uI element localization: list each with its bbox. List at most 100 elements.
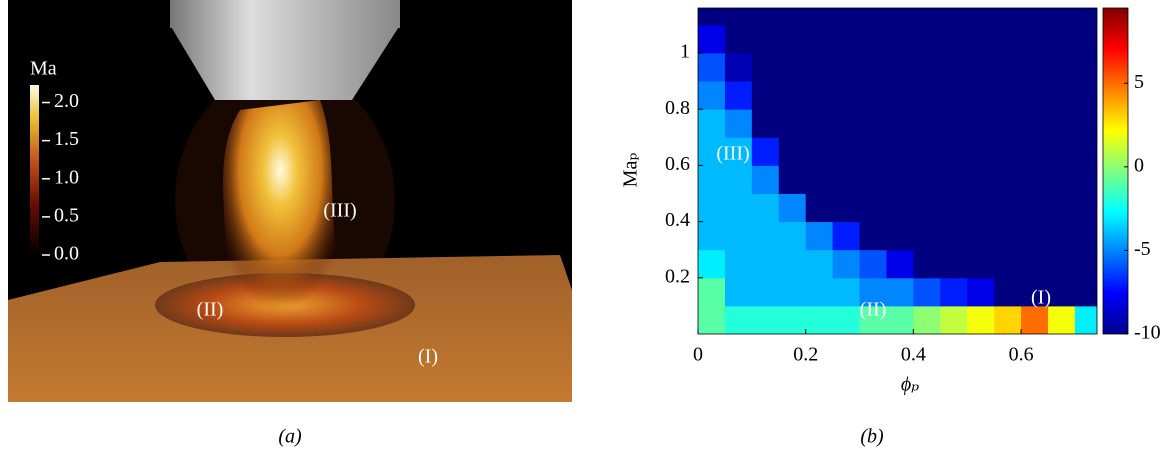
heat-cell	[724, 24, 753, 54]
annotation: (III)	[716, 143, 749, 165]
heat-cell	[913, 8, 941, 26]
heat-cell	[886, 305, 914, 334]
rendered-image	[8, 0, 572, 402]
heat-cell	[832, 277, 861, 307]
heat-cell	[698, 277, 726, 307]
heat-cell	[940, 221, 968, 251]
heat-cell	[1021, 52, 1049, 82]
heat-cell	[913, 193, 941, 223]
heat-cell	[1021, 305, 1049, 334]
heat-cell	[724, 8, 753, 26]
heat-cell	[940, 249, 968, 279]
heat-cell	[751, 81, 780, 110]
y-tick-label: 1	[680, 41, 690, 63]
heat-cell	[913, 81, 941, 110]
heat-cell	[724, 165, 753, 194]
heat-cell	[994, 8, 1022, 26]
heat-cell	[698, 52, 726, 82]
colorbar-tick-label: 0.5	[54, 204, 79, 226]
heat-cell	[967, 24, 995, 54]
plot-frame	[697, 7, 1098, 335]
heat-cell	[994, 277, 1022, 307]
heat-cell	[805, 305, 834, 334]
heat-cell	[859, 305, 887, 334]
heat-cell	[859, 277, 887, 307]
heat-cell	[832, 109, 861, 138]
heat-cell	[859, 81, 887, 110]
colorbar-tick-label: 5	[1134, 71, 1144, 93]
heat-cell	[778, 277, 807, 307]
heat-cell	[940, 8, 968, 26]
heat-cell	[1021, 137, 1049, 166]
heat-cell	[1021, 249, 1049, 279]
heat-cell	[778, 109, 807, 138]
heat-cell	[832, 24, 861, 54]
heat-cell	[967, 305, 995, 334]
heat-cell	[778, 193, 807, 223]
heat-cell	[698, 137, 726, 166]
heat-cell	[1048, 249, 1076, 279]
heat-cell	[859, 221, 887, 251]
heat-cell	[994, 193, 1022, 223]
heat-cell	[1021, 8, 1049, 26]
annotation: (I)	[1031, 287, 1051, 309]
heat-cell	[1074, 277, 1097, 307]
heat-cell	[751, 305, 780, 334]
heat-cell	[751, 249, 780, 279]
heat-cell	[1048, 52, 1076, 82]
heat-cell	[859, 8, 887, 26]
colorbar-tick-label: 0	[1134, 154, 1144, 176]
heat-cell	[1074, 81, 1097, 110]
heat-cell	[913, 137, 941, 166]
heat-cell	[1048, 165, 1076, 194]
annotation: (I)	[418, 346, 438, 368]
heat-cell	[724, 305, 753, 334]
colorbar-tick-label: 1.0	[54, 166, 79, 188]
heat-cell	[778, 221, 807, 251]
heat-cell	[778, 52, 807, 82]
heat-cell	[994, 249, 1022, 279]
heat-cell	[859, 165, 887, 194]
heat-cell	[913, 277, 941, 307]
heat-cell	[940, 109, 968, 138]
y-tick-label: 0.6	[665, 153, 690, 175]
heat-cell	[913, 52, 941, 82]
heat-cell	[698, 221, 726, 251]
heat-cell	[832, 193, 861, 223]
y-axis-label: Maₚ	[620, 153, 642, 188]
heat-cell	[859, 109, 887, 138]
heat-cell	[1048, 8, 1076, 26]
heat-cell	[886, 277, 914, 307]
heat-cell	[859, 24, 887, 54]
heat-cell	[832, 221, 861, 251]
heat-cell	[886, 193, 914, 223]
heat-cell	[967, 221, 995, 251]
heat-cell	[698, 24, 726, 54]
heat-cell	[1074, 24, 1097, 54]
heat-cell	[967, 193, 995, 223]
annotation: (II)	[860, 299, 887, 321]
heat-cell	[698, 193, 726, 223]
heat-cell	[994, 24, 1022, 54]
heat-cell	[940, 81, 968, 110]
heat-cell	[886, 221, 914, 251]
heat-cell	[913, 109, 941, 138]
heat-cell	[940, 137, 968, 166]
heat-cell	[1048, 305, 1076, 334]
heat-cell	[778, 305, 807, 334]
colorbar-tick-label: 0.0	[54, 243, 79, 265]
heat-cell	[886, 137, 914, 166]
heat-cell	[1021, 193, 1049, 223]
heat-cell	[967, 81, 995, 110]
heat-cell	[698, 249, 726, 279]
x-axis-label: ϕₚ	[901, 374, 919, 396]
heat-cell	[913, 165, 941, 194]
heat-cell	[1021, 165, 1049, 194]
heat-cell	[698, 8, 726, 26]
heat-cell	[698, 81, 726, 110]
heat-cell	[1021, 81, 1049, 110]
heat-cell	[1074, 109, 1097, 138]
heat-cell	[967, 249, 995, 279]
heat-cell	[967, 109, 995, 138]
heat-cell	[994, 137, 1022, 166]
